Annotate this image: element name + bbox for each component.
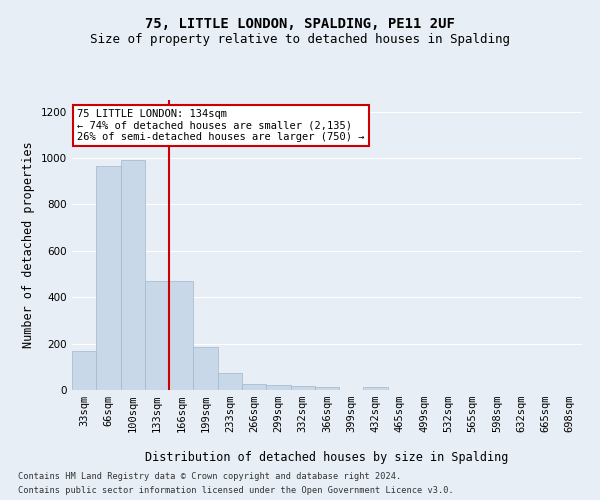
Bar: [169, 281, 193, 390]
Bar: [145, 281, 169, 390]
Bar: [364, 387, 388, 390]
Bar: [242, 384, 266, 390]
Bar: [121, 160, 145, 390]
Bar: [266, 385, 290, 390]
Text: Contains HM Land Registry data © Crown copyright and database right 2024.: Contains HM Land Registry data © Crown c…: [18, 472, 401, 481]
Text: Distribution of detached houses by size in Spalding: Distribution of detached houses by size …: [145, 451, 509, 464]
Bar: [290, 386, 315, 390]
Text: 75, LITTLE LONDON, SPALDING, PE11 2UF: 75, LITTLE LONDON, SPALDING, PE11 2UF: [145, 18, 455, 32]
Text: Contains public sector information licensed under the Open Government Licence v3: Contains public sector information licen…: [18, 486, 454, 495]
Text: 75 LITTLE LONDON: 134sqm
← 74% of detached houses are smaller (2,135)
26% of sem: 75 LITTLE LONDON: 134sqm ← 74% of detach…: [77, 108, 365, 142]
Bar: [218, 372, 242, 390]
Bar: [193, 347, 218, 390]
Bar: [72, 350, 96, 390]
Y-axis label: Number of detached properties: Number of detached properties: [22, 142, 35, 348]
Text: Size of property relative to detached houses in Spalding: Size of property relative to detached ho…: [90, 32, 510, 46]
Bar: [96, 166, 121, 390]
Bar: [315, 387, 339, 390]
